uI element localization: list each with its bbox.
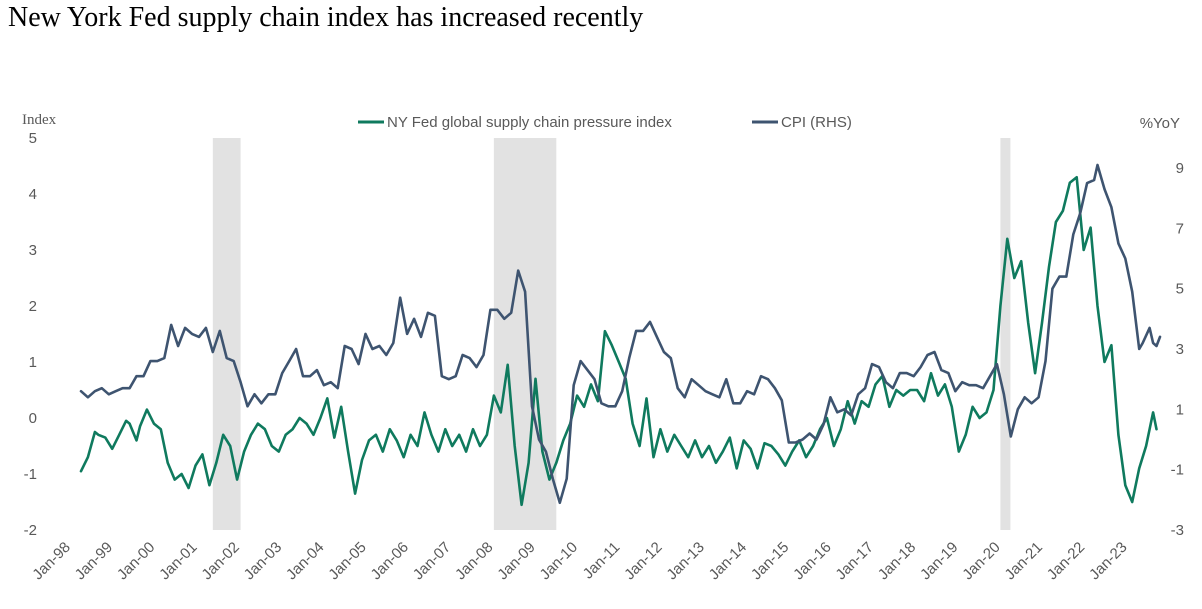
right-tick-label: 1	[1176, 401, 1184, 418]
x-tick-label: Jan-09	[494, 539, 538, 583]
x-tick-label: Jan-08	[452, 539, 496, 583]
left-tick-label: 0	[29, 410, 37, 427]
x-tick-label: Jan-01	[156, 539, 200, 583]
x-tick-label: Jan-00	[114, 539, 158, 583]
left-tick-label: 3	[29, 242, 37, 259]
series-line-supply-chain	[79, 175, 1158, 507]
x-tick-label: Jan-23	[1086, 539, 1130, 583]
x-tick-label: Jan-17	[832, 539, 876, 583]
x-tick-label: Jan-11	[580, 539, 624, 583]
series-line-cpi	[79, 163, 1162, 505]
right-tick-label: -1	[1171, 462, 1184, 479]
right-tick-label: 7	[1176, 220, 1184, 237]
right-tick-label: 5	[1176, 281, 1184, 298]
x-tick-label: Jan-22	[1044, 539, 1088, 583]
right-axis-ticks: 9 7 5 3 1 -1 -3	[1171, 160, 1184, 539]
recession-band-2	[1000, 138, 1011, 530]
legend: NY Fed global supply chain pressure inde…	[358, 114, 852, 131]
left-tick-label: 4	[29, 186, 37, 203]
x-tick-label: Jan-98	[29, 539, 73, 583]
x-tick-label: Jan-02	[198, 539, 242, 583]
x-tick-label: Jan-16	[790, 539, 834, 583]
x-tick-label: Jan-04	[283, 539, 327, 583]
legend-label-cpi: CPI (RHS)	[781, 114, 852, 131]
x-tick-label: Jan-19	[917, 539, 961, 583]
x-tick-label: Jan-13	[663, 539, 707, 583]
x-tick-label: Jan-14	[706, 539, 750, 583]
right-axis-title: %YoY	[1140, 115, 1180, 132]
right-tick-label: 9	[1176, 160, 1184, 177]
x-tick-label: Jan-12	[621, 539, 665, 583]
left-axis-title: Index	[22, 112, 57, 128]
left-tick-label: -1	[24, 466, 37, 483]
right-tick-label: -3	[1171, 522, 1184, 539]
left-tick-label: 2	[29, 298, 37, 315]
chart-title: New York Fed supply chain index has incr…	[8, 2, 644, 33]
x-tick-label: Jan-07	[410, 539, 454, 583]
x-tick-label: Jan-20	[959, 539, 1003, 583]
left-tick-label: 1	[29, 354, 37, 371]
x-tick-label: Jan-21	[1002, 539, 1046, 583]
x-tick-label: Jan-10	[537, 539, 581, 583]
series-lines	[79, 163, 1162, 507]
x-tick-label: Jan-06	[368, 539, 412, 583]
recession-shading	[212, 138, 1011, 530]
x-tick-label: Jan-99	[72, 539, 116, 583]
x-tick-label: Jan-18	[875, 539, 919, 583]
left-tick-label: 5	[29, 130, 37, 147]
left-tick-label: -2	[24, 522, 37, 539]
x-tick-label: Jan-15	[748, 539, 792, 583]
left-axis-ticks: 5 4 3 2 1 0 -1 -2	[24, 130, 37, 539]
x-tick-label: Jan-05	[325, 539, 369, 583]
x-tick-label: Jan-03	[241, 539, 285, 583]
x-axis-ticks: Jan-98Jan-99Jan-00Jan-01Jan-02Jan-03Jan-…	[29, 539, 1130, 583]
right-tick-label: 3	[1176, 341, 1184, 358]
legend-label-supply-chain: NY Fed global supply chain pressure inde…	[387, 114, 672, 131]
